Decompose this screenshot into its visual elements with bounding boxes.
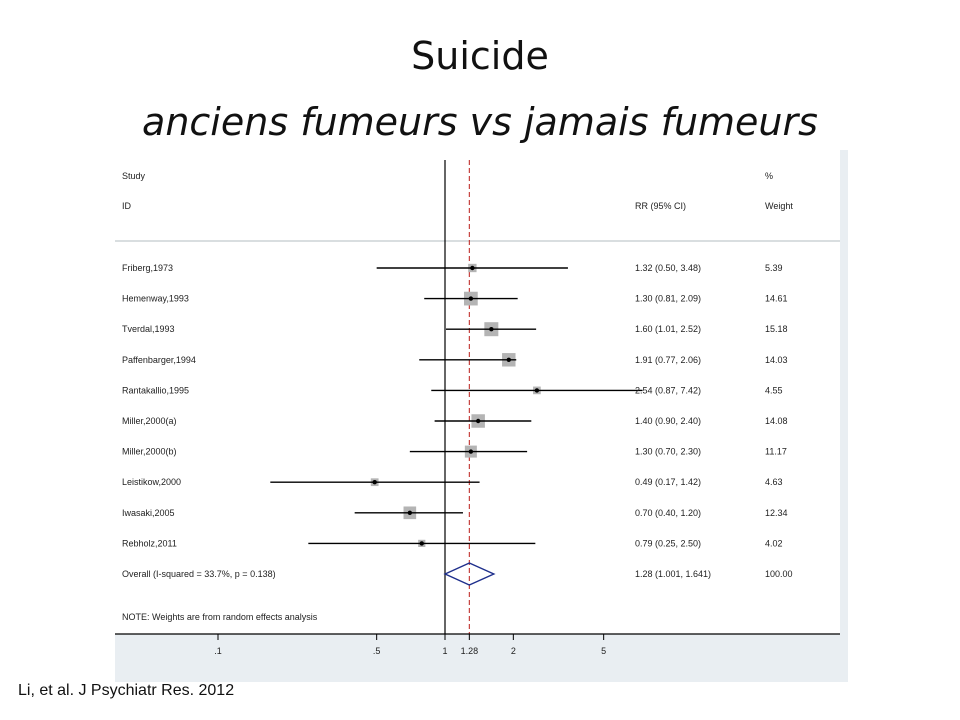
header-study: Study — [122, 171, 146, 181]
study-rr-ci: 0.49 (0.17, 1.42) — [635, 477, 701, 487]
header-rr-ci: RR (95% CI) — [635, 201, 686, 211]
study-weight: 15.18 — [765, 324, 788, 334]
point-estimate — [468, 449, 474, 454]
study-label: Iwasaki,2005 — [122, 508, 175, 518]
point-estimate — [470, 265, 475, 271]
study-label: Leistikow,2000 — [122, 477, 181, 487]
forest-plot: Study ID RR (95% CI)% Weight .1 .5 1 1.28 2 5 Frib… — [115, 150, 848, 682]
header-weight-percent: % — [765, 171, 773, 181]
study-weight: 4.55 — [765, 385, 783, 395]
overall-diamond — [443, 562, 496, 586]
point-estimate — [489, 327, 494, 332]
study-weight: 11.17 — [765, 447, 787, 457]
study-weight: 4.02 — [765, 538, 783, 548]
x-tick-label: .1 — [214, 646, 222, 656]
overall-label: Overall (I-squared = 33.7%, p = 0.138) — [122, 569, 276, 579]
study-rr-ci: 0.79 (0.25, 2.50) — [635, 538, 701, 548]
weights-note: NOTE: Weights are from random effects an… — [122, 612, 318, 622]
study-label: Miller,2000(a) — [122, 416, 177, 426]
header-id: ID — [122, 201, 132, 211]
point-estimate — [419, 541, 424, 546]
study-weight: 14.08 — [765, 416, 788, 426]
point-estimate — [372, 480, 377, 485]
study-label: Rantakallio,1995 — [122, 385, 189, 395]
study-rr-ci: 0.70 (0.40, 1.20) — [635, 508, 701, 518]
study-rr-ci: 2.54 (0.87, 7.42) — [635, 385, 701, 395]
x-tick-label: 1 — [442, 646, 447, 656]
study-rr-ci: 1.32 (0.50, 3.48) — [635, 263, 701, 273]
study-label: Miller,2000(b) — [122, 447, 177, 457]
overall-weight: 100.00 — [765, 569, 793, 579]
slide-subtitle: anciens fumeurs vs jamais fumeurs — [142, 100, 818, 144]
point-estimate — [534, 388, 540, 393]
x-tick-label: .5 — [373, 646, 381, 656]
forest-plot-svg: Study ID RR (95% CI)% Weight .1 .5 1 1.28 2 5 Frib… — [115, 150, 848, 682]
point-estimate — [407, 510, 413, 515]
point-estimate — [468, 296, 474, 301]
study-rr-ci: 1.91 (0.77, 2.06) — [635, 355, 701, 365]
study-label: Paffenbarger,1994 — [122, 355, 196, 365]
study-weight: 14.03 — [765, 355, 788, 365]
x-tick-label: 1.28 — [461, 646, 479, 656]
study-rr-ci: 1.40 (0.90, 2.40) — [635, 416, 701, 426]
study-rr-ci: 1.60 (1.01, 2.52) — [635, 324, 701, 334]
study-weight: 5.39 — [765, 263, 783, 273]
point-estimate — [506, 357, 511, 362]
study-rr-ci: 1.30 (0.70, 2.30) — [635, 447, 701, 457]
x-tick-label: 2 — [511, 646, 516, 656]
study-weight: 14.61 — [765, 294, 788, 304]
study-label: Rebholz,2011 — [122, 538, 177, 548]
study-weight: 12.34 — [765, 508, 788, 518]
study-label: Friberg,1973 — [122, 263, 173, 273]
study-rr-ci: 1.30 (0.81, 2.09) — [635, 294, 701, 304]
x-tick-label: 5 — [601, 646, 606, 656]
study-weight: 4.63 — [765, 477, 783, 487]
overall-rr-ci: 1.28 (1.001, 1.641) — [635, 569, 711, 579]
header-weight: Weight — [765, 201, 793, 211]
study-label: Tverdal,1993 — [122, 324, 175, 334]
plot-background — [115, 150, 840, 634]
slide-title: Suicide — [411, 34, 549, 78]
point-estimate — [475, 418, 481, 424]
study-label: Hemenway,1993 — [122, 294, 189, 304]
citation: Li, et al. J Psychiatr Res. 2012 — [18, 682, 235, 699]
